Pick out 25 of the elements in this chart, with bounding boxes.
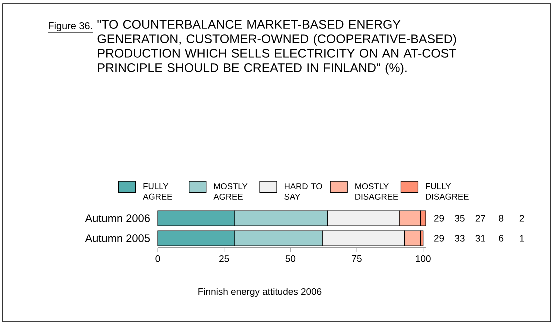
legend-label: MOSTLY DISAGREE (356, 183, 398, 200)
text: Finnish energy attitudes 2006 (198, 288, 322, 298)
y-tick-label: Autumn 2006 (85, 214, 150, 222)
x-tick-label: 25 (220, 256, 230, 262)
legend-label: FULLY AGREE (143, 184, 172, 200)
data-label: 29 (434, 215, 444, 222)
data-label: 35 (455, 215, 465, 222)
x-tick-label: 50 (286, 256, 296, 262)
data-label: 2 (520, 215, 524, 222)
data-label: 27 (476, 215, 486, 222)
data-label: 1 (520, 235, 524, 242)
y-tick-label: Autumn 2005 (85, 234, 150, 242)
x-tick-label: 0 (156, 256, 160, 262)
caption: Figure 36. (49, 22, 92, 32)
x-tick-label: 75 (352, 256, 362, 262)
data-label: 6 (499, 235, 504, 242)
legend-label: MOSTLY AGREE (214, 183, 248, 200)
data-label: 29 (434, 235, 444, 242)
x-tick-label: 100 (416, 256, 431, 262)
data-label: 31 (476, 235, 486, 242)
data-label: 8 (499, 215, 504, 222)
legend-label: HARD TO SAY (284, 183, 322, 200)
data-label: 33 (455, 235, 465, 242)
chart-title: "TO COUNTERBALANCE MARKET-BASED ENERGY GENERATION, CUSTOMER-OWNED (COOPERATIVE-BASED) PRODUCTION WHICH SELLS ELECTRICITY ON AN AT-COST PRINCIPLE SHOULD BE CREATED IN FINLAND" (%). (98, 20, 456, 75)
legend-label: FULLY DISAGREE (426, 184, 469, 200)
